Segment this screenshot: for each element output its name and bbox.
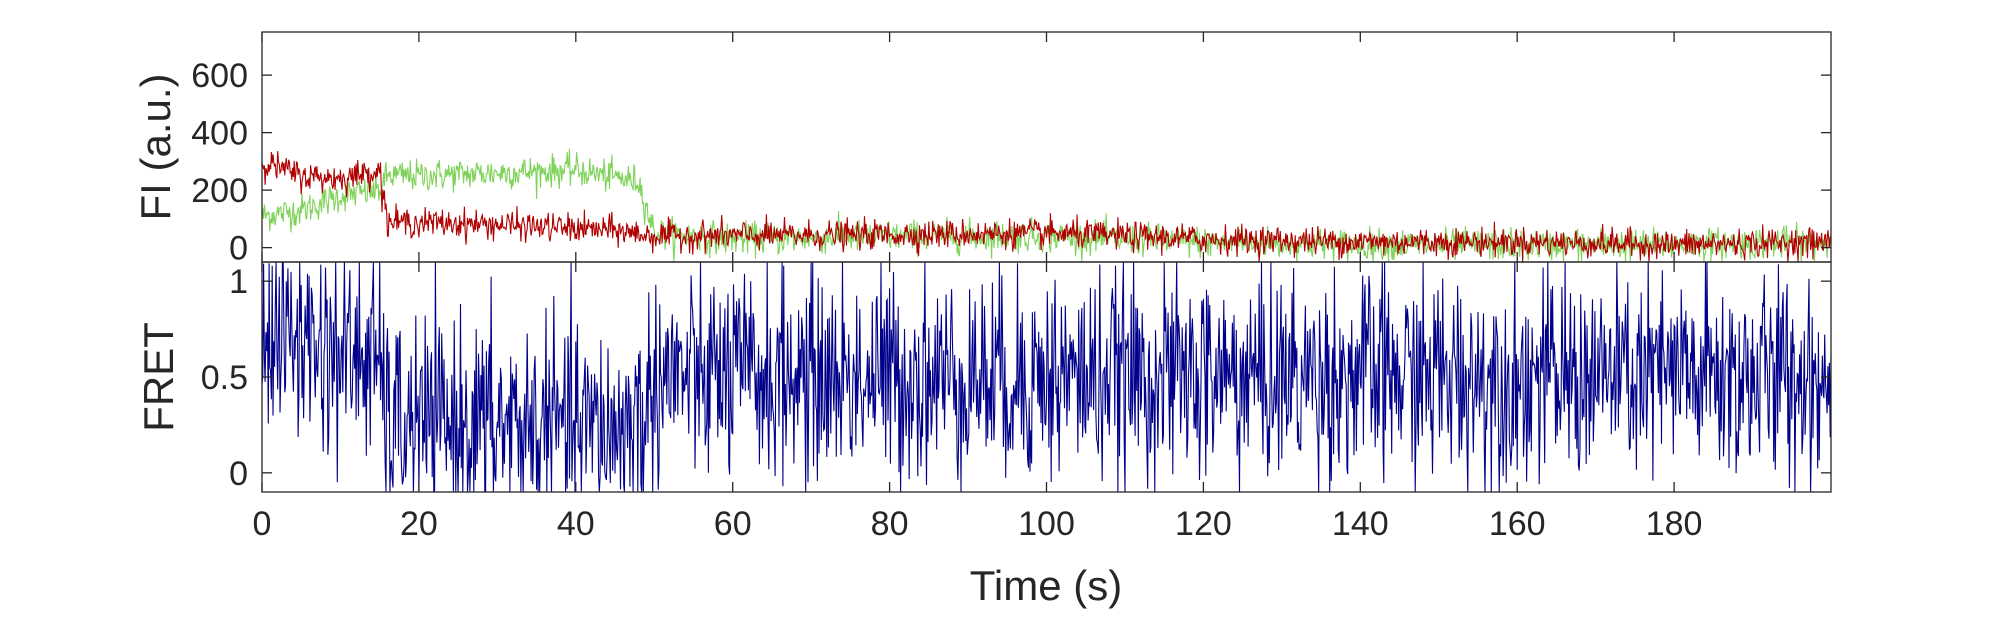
- x-tick-label: 160: [1489, 505, 1546, 543]
- x-tick-label: 0: [253, 505, 272, 543]
- intensity-y-axis-title: FI (a.u.): [132, 73, 179, 220]
- intensity-y-tick-label: 400: [191, 115, 248, 153]
- x-tick-label: 80: [871, 505, 909, 543]
- x-tick-label: 60: [714, 505, 752, 543]
- x-tick-label: 100: [1018, 505, 1075, 543]
- x-axis-title: Time (s): [970, 562, 1122, 609]
- fret-y-tick-label: 1: [229, 263, 248, 301]
- series-line-acceptor: [261, 151, 1832, 263]
- intensity-y-tick-label: 0: [229, 230, 248, 268]
- fret-lines-layer: [261, 261, 1832, 493]
- x-tick-label: 140: [1332, 505, 1389, 543]
- fret-y-tick-label: 0: [229, 455, 248, 493]
- intensity-axes-box: [261, 31, 1832, 263]
- x-tick-label: 40: [557, 505, 595, 543]
- fret-y-tick-label: 0.5: [201, 359, 248, 397]
- series-line-fret: [261, 261, 1832, 493]
- intensity-y-tick-label: 600: [191, 57, 248, 95]
- intensity-lines-layer: [261, 148, 1832, 263]
- x-tick-label: 180: [1646, 505, 1703, 543]
- x-tick-label: 120: [1175, 505, 1232, 543]
- fret-y-axis-title: FRET: [135, 322, 182, 432]
- series-line-donor: [261, 148, 1832, 263]
- intensity-y-tick-label: 200: [191, 172, 248, 210]
- x-tick-label: 20: [400, 505, 438, 543]
